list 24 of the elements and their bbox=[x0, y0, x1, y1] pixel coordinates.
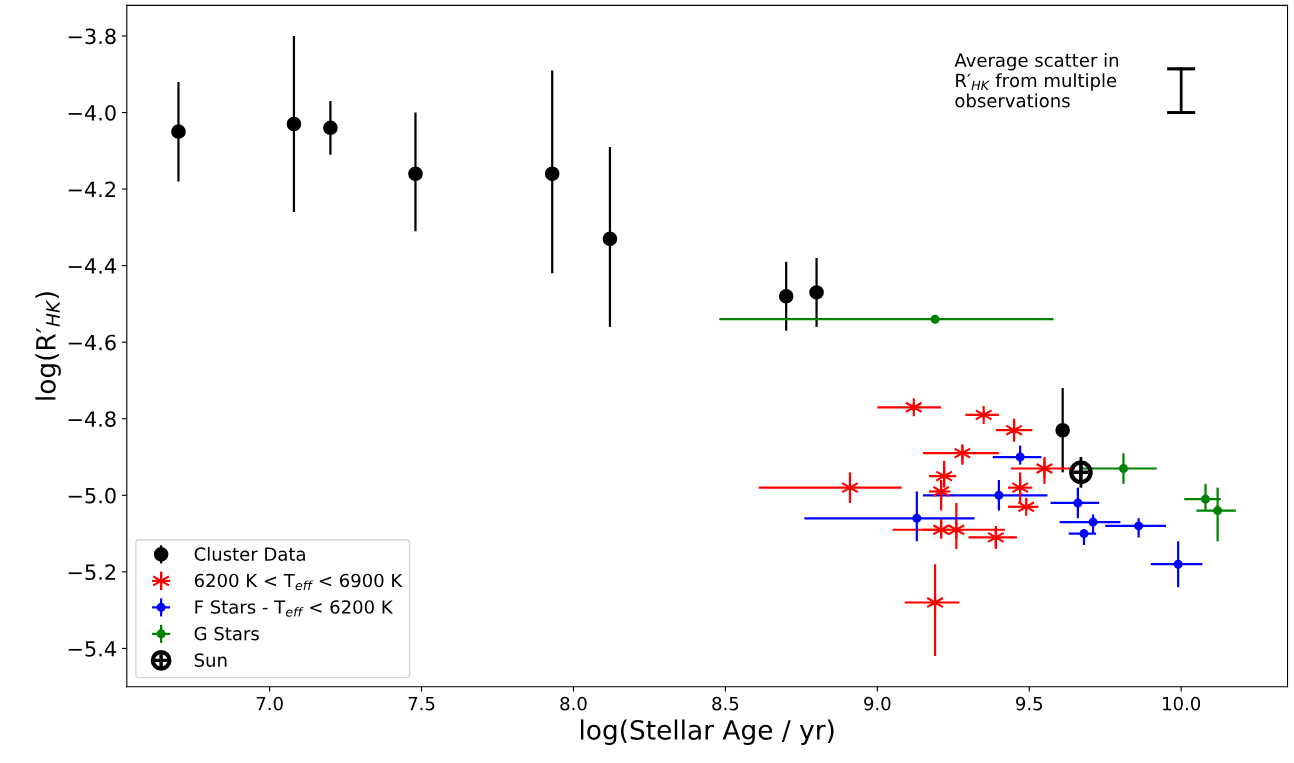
y-tick-label: −5.0 bbox=[68, 487, 116, 504]
legend-label: Sun bbox=[194, 653, 227, 667]
y-tick-label: −4.0 bbox=[68, 104, 116, 121]
x-tick-label: 8.0 bbox=[560, 696, 587, 711]
x-axis-title: log(Stellar Age / yr) bbox=[580, 719, 834, 745]
y-tick-label: −4.4 bbox=[68, 258, 116, 274]
y-tick-label: −4.8 bbox=[68, 411, 116, 427]
x-tick-label: 9.0 bbox=[864, 696, 891, 711]
legend-label: Cluster Data bbox=[194, 546, 305, 561]
x-tick-label: 9.5 bbox=[1016, 696, 1043, 711]
y-axis-title: log(R′$_{HK}$) bbox=[35, 292, 61, 400]
y-tick-label: −4.2 bbox=[68, 181, 115, 197]
x-tick-label: 8.5 bbox=[712, 696, 739, 711]
y-tick-label: −3.8 bbox=[68, 28, 116, 45]
x-tick-label: 10.0 bbox=[1163, 696, 1201, 711]
y-tick-label: −5.2 bbox=[68, 564, 115, 581]
x-tick-label: 7.0 bbox=[256, 696, 283, 711]
x-tick-label: 7.5 bbox=[408, 696, 435, 711]
y-tick-label: −4.6 bbox=[68, 334, 116, 351]
legend-label: F Stars - T$_{eff}$ < 6200 K bbox=[195, 600, 394, 617]
legend-label: 6200 K < T$_{eff}$ < 6900 K bbox=[194, 573, 403, 591]
legend-label: G Stars bbox=[194, 626, 259, 641]
y-tick-label: −5.4 bbox=[68, 641, 116, 657]
annotation: Average scatter in R′$_{HK}$ from multiple observations bbox=[954, 53, 1119, 108]
